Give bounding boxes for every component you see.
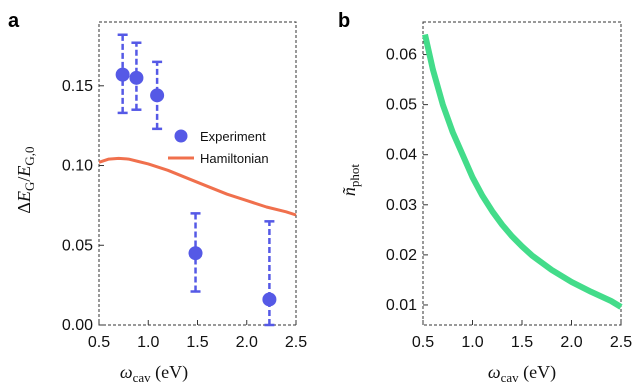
panel-letter-b: b — [338, 10, 350, 32]
panel-letter-a: a — [8, 10, 20, 32]
panel-a-ticks: 0.5 1.0 1.5 2.0 2.5 0.00 0.05 0.10 0.15 — [62, 78, 307, 351]
experiment-series — [115, 33, 277, 327]
a-xtick-label: 0.5 — [88, 334, 110, 351]
experiment-point — [115, 67, 130, 82]
a-xtick-label: 1.5 — [186, 334, 208, 351]
panel-b-ylabel: ñphot — [339, 164, 362, 197]
hamiltonian-series — [98, 156, 297, 217]
b-ytick-label: 0.01 — [386, 297, 417, 314]
a-xtick-label: 1.0 — [137, 334, 159, 351]
panel-b-xlabel: ωcav (eV) — [488, 362, 556, 384]
panel-a: 0.5 1.0 1.5 2.0 2.5 0.00 0.05 0.10 0.15 Experime… — [14, 21, 307, 384]
a-ytick-label: 0.15 — [62, 78, 93, 95]
b-xtick-label: 0.5 — [412, 334, 434, 351]
b-ytick-label: 0.04 — [386, 147, 417, 164]
b-xtick-label: 1.0 — [461, 334, 483, 351]
a-ytick-label: 0.00 — [62, 317, 93, 334]
a-xtick-label: 2.0 — [236, 334, 258, 351]
b-xtick-label: 2.0 — [560, 334, 582, 351]
experiment-point — [262, 292, 277, 307]
b-ytick-label: 0.02 — [386, 247, 417, 264]
b-xtick-label: 2.5 — [610, 334, 632, 351]
b-ytick-label: 0.06 — [386, 47, 417, 64]
panel-a-xlabel: ωcav (eV) — [120, 362, 188, 384]
photon-number-series — [422, 33, 623, 310]
panel-a-ylabel: ΔEG/EG,0 — [14, 146, 37, 213]
a-ytick-label: 0.05 — [62, 237, 93, 254]
legend: Experiment Hamiltonian — [168, 129, 269, 166]
panel-a-frame — [98, 21, 297, 326]
b-ytick-label: 0.03 — [386, 197, 417, 214]
legend-hamiltonian-label: Hamiltonian — [200, 151, 269, 166]
experiment-point — [150, 88, 165, 103]
photon-number-line — [422, 33, 623, 310]
panel-b: 0.5 1.0 1.5 2.0 2.50.010.020.030.040.050.06 … — [339, 21, 632, 384]
legend-experiment-marker — [174, 129, 188, 143]
hamiltonian-line — [98, 156, 297, 217]
a-xtick-label: 2.5 — [285, 334, 307, 351]
panel-b-frame — [422, 21, 622, 326]
panel-b-ticks: 0.5 1.0 1.5 2.0 2.5 0.01 0.02 0.03 0.04 0.05 0.06 — [386, 47, 632, 351]
legend-experiment-label: Experiment — [200, 129, 266, 144]
b-xtick-label: 1.5 — [511, 334, 533, 351]
b-ytick-label: 0.05 — [386, 97, 417, 114]
experiment-point — [188, 246, 203, 261]
a-ytick-label: 0.10 — [62, 158, 93, 175]
experiment-point — [129, 70, 144, 85]
